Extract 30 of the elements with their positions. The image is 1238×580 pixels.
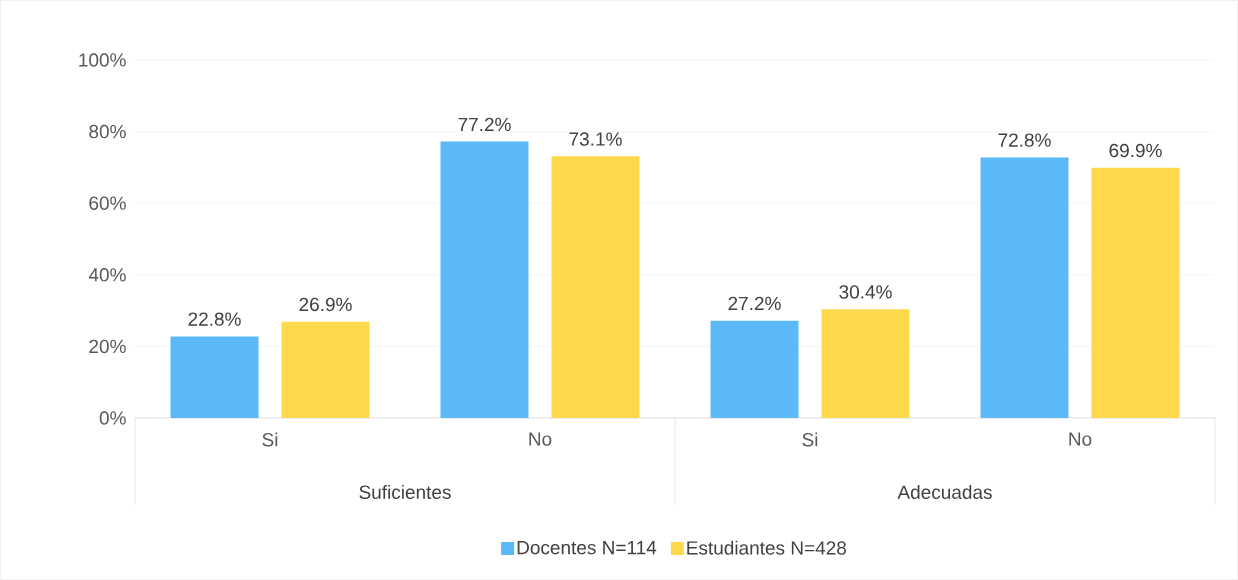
y-tick-label: 20%: [89, 339, 126, 354]
x-tick-label: No: [1069, 432, 1092, 446]
x-tick-label: Si: [262, 432, 278, 447]
data-label: 22.8%: [188, 312, 241, 326]
data-label: 72.8%: [998, 133, 1051, 147]
legend-label: Estudiantes N=428: [687, 540, 846, 555]
y-tick-label: 40%: [88, 268, 126, 282]
data-label: 27.2%: [728, 296, 781, 311]
x-tick-label: No: [529, 432, 552, 446]
bar: [821, 309, 910, 418]
bar: [551, 156, 640, 418]
text: Suficientes: [359, 485, 451, 499]
bar: [440, 141, 529, 418]
data-label: 30.4%: [839, 285, 892, 299]
bar: [1091, 167, 1180, 418]
legend-label: Docentes N=114: [517, 541, 657, 555]
y-tick-label: 80%: [89, 124, 126, 139]
y-tick-label: 100%: [79, 53, 126, 67]
bar: [281, 321, 370, 418]
text: Adecuadas: [897, 485, 992, 499]
y-tick-label: 0%: [99, 411, 126, 425]
x-tick-label: Si: [802, 432, 818, 447]
y-tick-label: 60%: [89, 196, 126, 210]
bar: [980, 157, 1069, 418]
data-label: 73.1%: [569, 132, 622, 146]
bar: [710, 320, 799, 418]
data-label: 26.9%: [299, 297, 352, 312]
data-label: 77.2%: [458, 117, 511, 132]
data-label: 69.9%: [1109, 143, 1162, 158]
bar: [170, 336, 259, 418]
